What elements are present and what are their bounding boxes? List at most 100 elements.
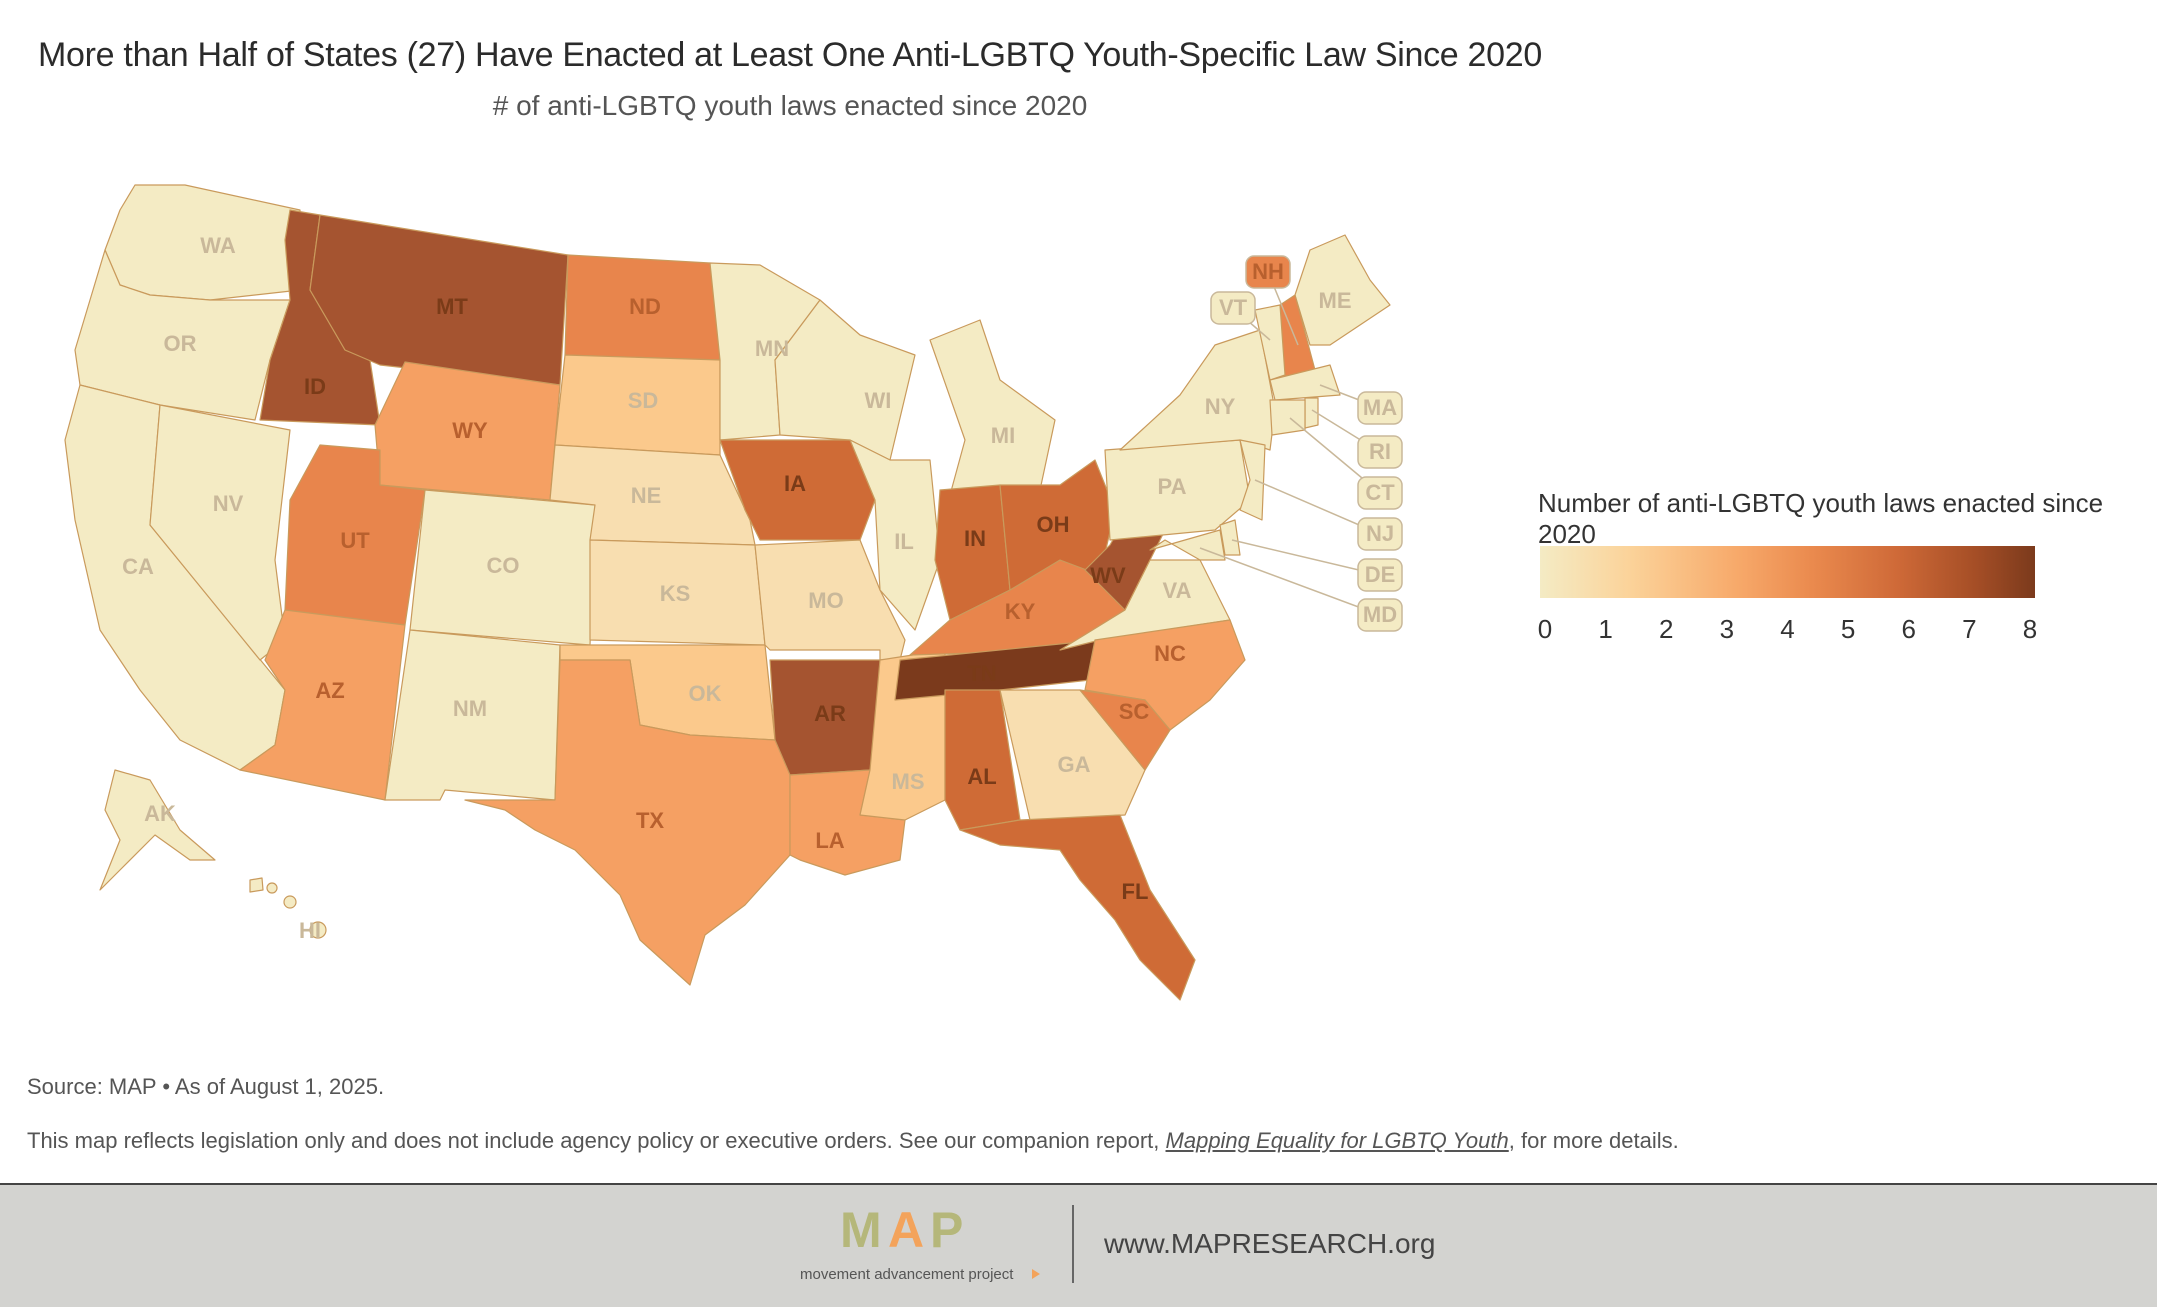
state-label-sd: SD [628,388,659,413]
state-hi-island-1[interactable] [283,895,297,909]
callout-box-ct[interactable] [1357,476,1403,510]
state-tx[interactable] [464,659,791,986]
callout-box-vt[interactable] [1210,291,1256,325]
map-logo: M A P movement advancement project [800,1205,1040,1283]
state-wy[interactable] [374,361,561,501]
footnote-end: , for more details. [1508,1128,1679,1153]
state-label-az: AZ [315,678,344,703]
state-ma[interactable] [1269,364,1341,401]
state-label-nd: ND [629,294,661,319]
state-label-in: IN [964,526,986,551]
state-oh[interactable] [999,459,1116,591]
state-label-ne: NE [631,483,662,508]
callout-box-nj[interactable] [1357,517,1403,551]
callout-box-nh[interactable] [1245,255,1291,289]
state-ak[interactable] [99,769,216,891]
state-label-wi: WI [865,388,892,413]
state-wi[interactable] [774,299,916,461]
state-label-tx: TX [636,808,664,833]
state-label-fl: FL [1122,879,1149,904]
state-label-il: IL [894,529,914,554]
state-sc[interactable] [1079,689,1171,771]
state-label-ct: CT [1365,480,1395,505]
state-il[interactable] [849,439,941,631]
legend-tick-3: 3 [1719,614,1735,644]
state-md[interactable] [1149,529,1226,561]
state-ct[interactable] [1269,399,1306,436]
state-label-ar: AR [814,701,846,726]
state-fl[interactable] [959,814,1196,1001]
source-note: Source: MAP • As of August 1, 2025. [27,1074,385,1099]
callout-line-de [1231,539,1381,576]
state-label-hi: HI [299,918,321,943]
state-label-sc: SC [1119,699,1150,724]
state-label-ny: NY [1205,394,1236,419]
legend-tick-4: 4 [1780,614,1795,644]
state-label-nv: NV [213,491,244,516]
callout-line-md [1199,547,1381,616]
state-label-ak: AK [144,801,176,826]
state-label-co: CO [487,553,520,578]
state-hi-island-0[interactable] [266,882,278,894]
state-label-ut: UT [340,528,370,553]
state-label-md: MD [1363,602,1397,627]
logo-letter-m: M [840,1205,882,1258]
state-label-nm: NM [453,696,487,721]
state-ny[interactable] [1119,329,1276,451]
state-label-tn: TN [967,661,996,686]
state-label-ri: RI [1369,439,1391,464]
callout-box-ma[interactable] [1357,391,1403,425]
callout-box-ri[interactable] [1357,435,1403,469]
legend-tick-7: 7 [1962,614,1977,644]
legend-tick-0: 0 [1537,614,1553,644]
state-hi[interactable] [249,877,264,893]
state-label-ca: CA [122,554,154,579]
us-map: WA OR CA NV ID MT WY UT AZ CO NM ND SD NE KS OK TX MN IA MO… [64,184,1403,1001]
companion-report-link[interactable]: Mapping Equality for LGBTQ Youth [1165,1128,1509,1153]
state-label-id: ID [304,374,326,399]
state-ga[interactable] [999,689,1146,821]
state-or[interactable] [74,249,291,421]
callout-box-de[interactable] [1357,558,1403,592]
state-label-me: ME [1319,288,1352,313]
state-label-mo: MO [808,588,843,613]
website-link[interactable]: www.MAPRESEARCH.org [1104,1228,1436,1259]
state-label-wy: WY [452,418,488,443]
state-label-pa: PA [1158,474,1187,499]
state-label-nh: NH [1252,259,1284,284]
state-label-oh: OH [1037,512,1070,537]
legend-tick-6: 6 [1901,614,1916,644]
state-nc[interactable] [1084,619,1246,731]
state-label-wa: WA [200,233,236,258]
state-label-al: AL [967,764,996,789]
state-label-ma: MA [1363,395,1397,420]
logo-subtext: movement advancement project [800,1266,1014,1283]
legend-tick-5: 5 [1840,614,1856,644]
state-de[interactable] [1219,519,1241,556]
state-label-nj: NJ [1366,521,1394,546]
state-ut[interactable] [284,444,426,626]
state-nj[interactable] [1239,439,1266,521]
state-label-la: LA [815,828,844,853]
state-az[interactable] [239,609,406,801]
map-subtitle: # of anti-LGBTQ youth laws enacted since… [492,90,1088,121]
logo-letter-p: P [930,1205,963,1258]
state-label-ks: KS [660,581,691,606]
logo-arrow-icon [1032,1269,1040,1279]
state-hi-island-2[interactable] [309,921,327,939]
callout-box-md[interactable] [1357,598,1403,632]
state-mi[interactable] [929,319,1056,496]
legend-color-scale [1540,546,2035,598]
state-label-vt: VT [1219,295,1248,320]
footer-divider [1072,1205,1074,1283]
legend-title: Number of anti-LGBTQ youth laws enacted … [1538,488,2104,549]
state-label-de: DE [1365,562,1396,587]
state-vt[interactable] [1254,304,1286,381]
state-label-or: OR [164,331,197,356]
map-title: More than Half of States (27) Have Enact… [38,36,1542,74]
state-label-nc: NC [1154,641,1186,666]
state-tn[interactable] [894,639,1101,701]
state-me[interactable] [1294,234,1391,346]
state-label-mt: MT [436,294,468,319]
